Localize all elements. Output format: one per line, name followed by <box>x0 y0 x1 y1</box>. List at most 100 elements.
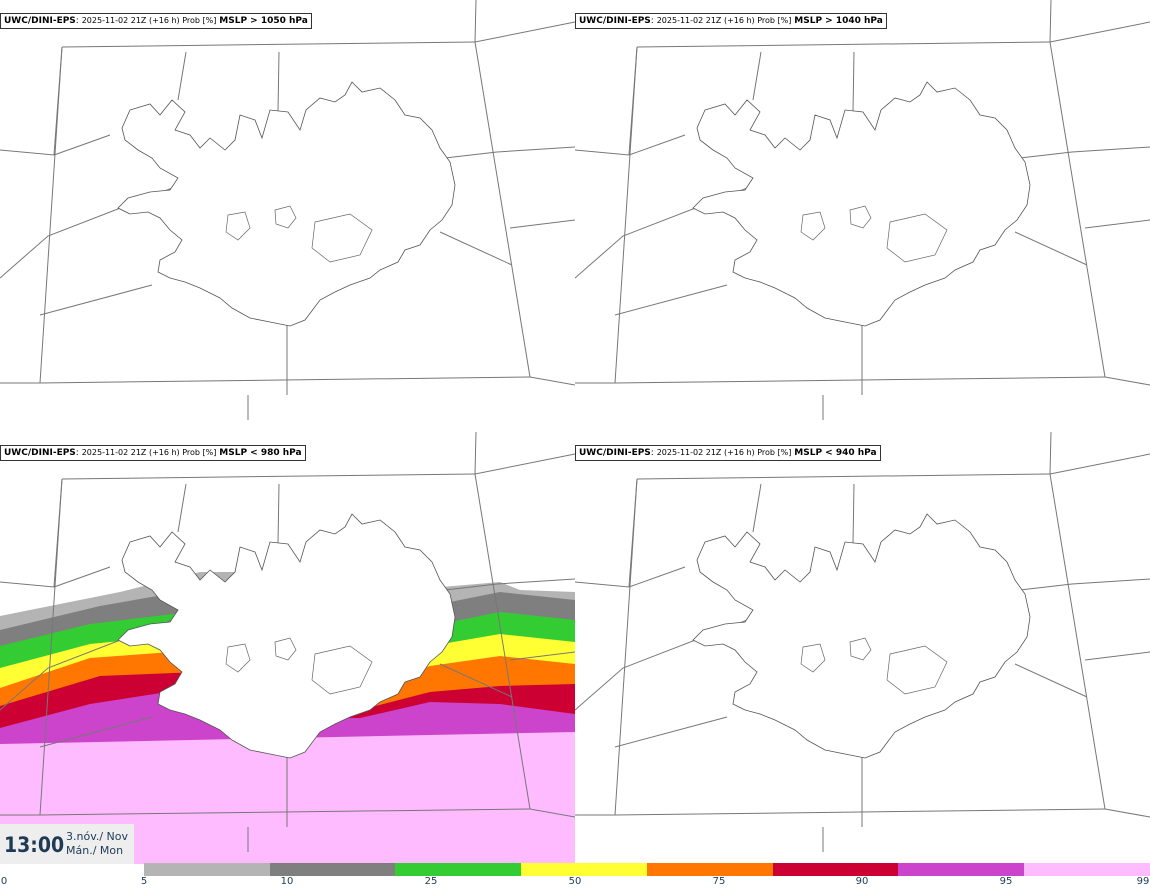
graticule-line <box>53 566 111 588</box>
graticule-line <box>61 473 476 480</box>
graticule-line <box>444 146 575 159</box>
map-canvas <box>575 432 1150 852</box>
graticule-line <box>0 478 63 588</box>
graticule-line <box>474 21 575 43</box>
map-panel-1050: UWC/DINI-EPS: 2025-11-02 21Z (+16 h) Pro… <box>0 0 575 432</box>
colorbar-segment <box>646 863 773 876</box>
coastline <box>692 81 1031 327</box>
map-canvas <box>575 0 1150 420</box>
graticule-line <box>474 0 477 43</box>
colorbar-segment <box>521 863 647 876</box>
map-overlay <box>0 0 575 420</box>
graticule-line <box>277 483 280 545</box>
colorbar-segment <box>1024 863 1150 876</box>
glacier-outline <box>849 637 872 661</box>
graticule-line <box>1104 808 1150 818</box>
graticule-line <box>439 663 513 698</box>
map-canvas <box>0 0 575 420</box>
graticule-line <box>1084 219 1150 229</box>
glacier-outline <box>274 637 297 661</box>
colorbar-tick-label: 0 <box>0 876 8 887</box>
graticule-line <box>61 41 476 48</box>
map-overlay <box>575 432 1150 852</box>
graticule-line <box>439 231 513 266</box>
map-canvas-prob <box>0 432 575 864</box>
glacier-outline <box>311 213 373 263</box>
glacier-outline <box>849 205 872 229</box>
map-panel-1040: UWC/DINI-EPS: 2025-11-02 21Z (+16 h) Pro… <box>575 0 1150 432</box>
graticule-line <box>1049 41 1106 378</box>
graticule-line <box>1049 0 1052 43</box>
colorbar-tick-label: 10 <box>280 876 294 887</box>
graticule-line <box>636 41 1051 48</box>
colorbar-tick-label: 99 <box>1136 876 1150 887</box>
colorbar-tick-label: 25 <box>424 876 438 887</box>
graticule-line <box>1019 146 1150 159</box>
graticule-line <box>474 473 531 810</box>
panel-title: UWC/DINI-EPS: 2025-11-02 21Z (+16 h) Pro… <box>575 445 881 461</box>
graticule-line <box>1019 578 1150 591</box>
panel-title: UWC/DINI-EPS: 2025-11-02 21Z (+16 h) Pro… <box>575 13 887 29</box>
colorbar-segment <box>898 863 1025 876</box>
graticule-line <box>177 483 187 533</box>
coastline <box>692 513 1031 759</box>
glacier-outline <box>274 205 297 229</box>
colorbar-tick-label: 90 <box>855 876 869 887</box>
colorbar-segment <box>772 863 899 876</box>
glacier-outline <box>225 211 251 241</box>
graticule-line <box>636 473 1051 480</box>
colorbar-tick-label: 95 <box>999 876 1013 887</box>
glacier-outline <box>311 645 373 695</box>
glacier-outline <box>225 643 251 673</box>
graticule-line <box>53 134 111 156</box>
graticule-line <box>752 483 762 533</box>
graticule-line <box>474 453 575 475</box>
graticule-line <box>509 219 575 229</box>
graticule-line <box>177 51 187 101</box>
panel-title: UWC/DINI-EPS: 2025-11-02 21Z (+16 h) Pro… <box>0 445 306 461</box>
valid-time: 13:00 <box>4 833 65 857</box>
colorbar-tick-label: 5 <box>140 876 148 887</box>
graticule-line <box>529 808 575 818</box>
graticule-line <box>752 51 762 101</box>
colorbar-tick-label: 75 <box>712 876 726 887</box>
valid-time-box: 13:00 3.nóv./ Nov Mán./ Mon <box>0 824 134 864</box>
graticule-line <box>1049 473 1106 810</box>
map-panel-980: UWC/DINI-EPS: 2025-11-02 21Z (+16 h) Pro… <box>0 432 575 864</box>
graticule-line <box>39 376 531 384</box>
graticule-line <box>39 716 153 748</box>
graticule-line <box>1104 376 1150 386</box>
graticule-line <box>1084 651 1150 661</box>
valid-date-line1: 3.nóv./ Nov <box>66 830 129 843</box>
glacier-outline <box>886 213 948 263</box>
graticule-line <box>444 578 575 591</box>
graticule-line <box>1049 432 1052 475</box>
graticule-line <box>1049 21 1150 43</box>
graticule-line <box>1049 453 1150 475</box>
graticule-line <box>575 46 638 156</box>
graticule-line <box>277 51 280 113</box>
graticule-line <box>474 432 477 475</box>
colorbar-segment <box>144 863 270 876</box>
graticule-line <box>575 478 638 588</box>
graticule-line <box>628 134 686 156</box>
graticule-line <box>509 651 575 661</box>
graticule-line <box>614 716 728 748</box>
colorbar-segment <box>269 863 396 876</box>
graticule-line <box>1014 663 1088 698</box>
map-panel-940: UWC/DINI-EPS: 2025-11-02 21Z (+16 h) Pro… <box>575 432 1150 864</box>
graticule-line <box>474 41 531 378</box>
graticule-line <box>614 808 1106 816</box>
graticule-line <box>614 284 728 316</box>
graticule-line <box>614 376 1106 384</box>
valid-date: 3.nóv./ Nov Mán./ Mon <box>66 830 128 858</box>
graticule-line <box>0 46 63 156</box>
graticule-line <box>1014 231 1088 266</box>
graticule-line <box>39 808 531 816</box>
graticule-line <box>529 376 575 386</box>
panel-title: UWC/DINI-EPS: 2025-11-02 21Z (+16 h) Pro… <box>0 13 312 29</box>
graticule-line <box>628 566 686 588</box>
map-overlay <box>575 0 1150 420</box>
valid-date-line2: Mán./ Mon <box>66 844 124 857</box>
coastline <box>117 513 456 759</box>
